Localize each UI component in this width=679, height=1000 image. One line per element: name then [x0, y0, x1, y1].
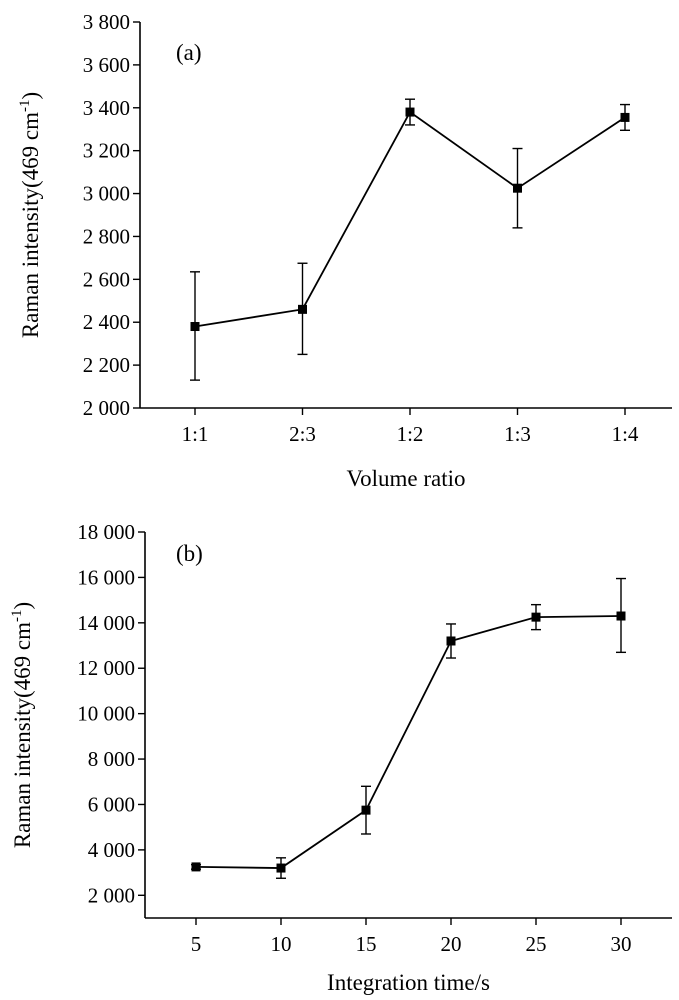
- y-axis-label-sup: -1: [17, 100, 33, 113]
- x-tick-label: 1:1: [182, 422, 209, 446]
- x-tick-label: 10: [271, 932, 292, 956]
- y-tick-label: 3 600: [83, 53, 130, 77]
- y-tick-label: 10 000: [77, 702, 135, 726]
- y-tick-label: 2 600: [83, 267, 130, 291]
- x-tick-label: 2:3: [289, 422, 316, 446]
- y-axis-label-main: Raman intensity(469 cm: [18, 112, 43, 338]
- y-tick-label: 16 000: [77, 565, 135, 589]
- y-axis-label: Raman intensity(469 cm-1): [9, 602, 35, 848]
- data-point: [616, 611, 626, 621]
- x-tick-label: 20: [441, 932, 462, 956]
- x-tick-label: 1:4: [612, 422, 639, 446]
- series-line: [194, 110, 626, 328]
- y-axis-label-main: Raman intensity(469 cm: [10, 622, 35, 848]
- data-point: [620, 112, 630, 122]
- y-tick-label: 4 000: [88, 838, 135, 862]
- x-tick-label: 1:2: [397, 422, 424, 446]
- x-axis-label: Volume ratio: [346, 466, 465, 491]
- y-tick-label: 6 000: [88, 792, 135, 816]
- data-point: [405, 107, 415, 117]
- y-tick-label: 2 000: [88, 883, 135, 907]
- panel-label: (a): [176, 40, 202, 65]
- y-axis-label-sup: -1: [9, 610, 25, 623]
- data-point: [513, 183, 522, 193]
- y-tick-label: 8 000: [88, 747, 135, 771]
- y-tick-label: 3 400: [83, 96, 130, 120]
- y-axis-label-end: ): [10, 602, 35, 610]
- panel-label: (b): [176, 541, 203, 566]
- y-tick-label: 12 000: [77, 656, 135, 680]
- data-point: [191, 862, 201, 872]
- x-tick-label: 30: [611, 932, 632, 956]
- data-point: [276, 863, 286, 873]
- y-tick-label: 2 200: [83, 353, 130, 377]
- y-tick-label: 14 000: [77, 611, 135, 635]
- x-tick-label: 1:3: [504, 422, 531, 446]
- y-axis-label-end: ): [18, 92, 43, 100]
- y-tick-label: 3 800: [83, 10, 130, 34]
- x-tick-label: 25: [526, 932, 547, 956]
- series-line: [195, 615, 622, 869]
- y-axis-label: Raman intensity(469 cm-1): [17, 92, 43, 338]
- data-point: [446, 636, 456, 646]
- x-axis-label: Integration time/s: [327, 970, 490, 995]
- y-tick-label: 3 000: [83, 182, 130, 206]
- y-tick-label: 18 000: [77, 520, 135, 544]
- y-tick-label: 3 200: [83, 139, 130, 163]
- chart-panel-a: 2 000 2 200 2 400 2 600 2 800 3 000 3 200 3 400…: [17, 10, 672, 491]
- chart-panel-b: 2 000 4 000 6 000 8 000 10 000 12 000 14 000 16…: [9, 520, 672, 995]
- y-tick-label: 2 400: [83, 310, 130, 334]
- data-point: [361, 805, 371, 815]
- y-tick-label: 2 800: [83, 224, 130, 248]
- x-tick-label: 5: [191, 932, 202, 956]
- x-tick-label: 15: [356, 932, 377, 956]
- y-tick-label: 2 000: [83, 396, 130, 420]
- data-point: [298, 304, 307, 314]
- data-point: [531, 612, 541, 622]
- data-point: [190, 322, 200, 332]
